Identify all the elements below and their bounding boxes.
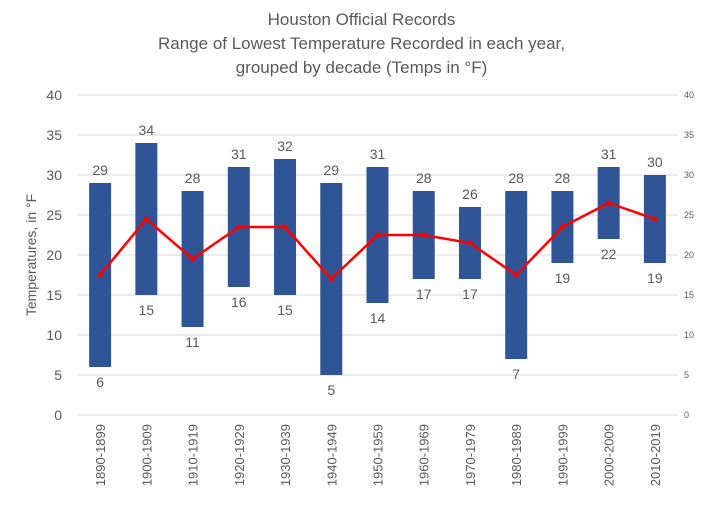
y-tick-label: 25 [46,207,62,223]
y-tick-label: 30 [46,167,62,183]
low-label: 17 [462,286,478,302]
low-label: 16 [231,294,247,310]
x-tick-label: 1990-1999 [555,424,570,486]
y2-tick-label: 5 [684,370,689,380]
y2-tick-label: 10 [684,330,694,340]
midpoint-marker [559,224,565,230]
high-label: 28 [416,170,432,186]
chart-title-line-2: Range of Lowest Temperature Recorded in … [158,34,565,53]
high-label: 31 [601,146,617,162]
y-axis-label: Temperatures, in °F [23,194,39,316]
y-tick-label: 40 [46,87,62,103]
y-tick-label: 10 [46,327,62,343]
high-label: 26 [462,186,478,202]
midpoint-marker [421,232,427,238]
low-label: 6 [96,374,104,390]
low-label: 14 [370,310,386,326]
high-label: 28 [185,170,201,186]
high-label: 32 [277,138,293,154]
midpoint-marker [190,256,196,262]
y2-tick-label: 35 [684,130,694,140]
midpoint-marker [513,272,519,278]
low-label: 17 [416,286,432,302]
high-label: 29 [92,162,108,178]
high-label: 30 [647,154,663,170]
y-tick-label: 15 [46,287,62,303]
x-tick-label: 2010-2019 [648,424,663,486]
high-label: 28 [508,170,524,186]
low-label: 5 [327,382,335,398]
y2-tick-label: 25 [684,210,694,220]
x-tick-label: 1920-1929 [232,424,247,486]
low-label: 15 [139,302,155,318]
midpoint-marker [328,276,334,282]
x-tick-label: 1950-1959 [371,424,386,486]
x-tick-label: 1940-1949 [324,424,339,486]
low-label: 15 [277,302,293,318]
y-tick-label: 5 [54,367,62,383]
y2-tick-label: 20 [684,250,694,260]
high-label: 28 [555,170,571,186]
midpoint-marker [375,232,380,238]
midpoint-marker [606,200,612,206]
midpoint-marker [143,216,149,222]
y-tick-label: 20 [46,247,62,263]
high-label: 31 [370,146,386,162]
y2-tick-label: 0 [684,410,689,420]
low-label: 19 [555,270,571,286]
y2-tick-label: 40 [684,90,694,100]
midpoint-marker [97,272,103,278]
x-tick-label: 1910-1919 [186,424,201,486]
y-tick-label: 0 [54,407,62,423]
low-label: 19 [647,270,663,286]
y2-tick-label: 30 [684,170,694,180]
midpoint-marker [652,216,658,222]
low-label: 22 [601,246,617,262]
midpoint-marker [236,224,242,230]
midpoint-marker [467,240,473,246]
x-tick-label: 1970-1979 [463,424,478,486]
x-tick-label: 2000-2009 [602,424,617,486]
x-tick-label: 1900-1909 [139,424,154,486]
chart-title-line-1: Houston Official Records [267,10,456,29]
high-label: 31 [231,146,247,162]
x-tick-label: 1930-1939 [278,424,293,486]
x-tick-label: 1980-1989 [509,424,524,486]
y2-tick-label: 15 [684,290,694,300]
high-label: 34 [139,122,155,138]
high-label: 29 [323,162,339,178]
x-tick-label: 1890-1899 [93,424,108,486]
low-label: 11 [185,334,200,350]
y-tick-label: 35 [46,127,62,143]
midpoint-marker [282,224,288,230]
x-tick-label: 1960-1969 [417,424,432,486]
chart-title-line-3: grouped by decade (Temps in °F) [235,58,488,77]
low-label: 7 [512,366,520,382]
